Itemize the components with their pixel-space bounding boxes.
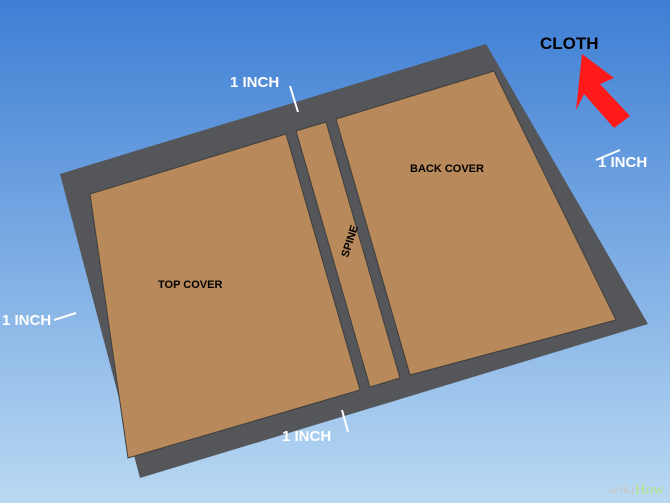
watermark: wikiHow — [608, 482, 664, 499]
watermark-suffix: How — [635, 482, 664, 498]
label-top-cover: TOP COVER — [158, 279, 222, 291]
label-inch-right: 1 INCH — [598, 154, 647, 171]
label-cloth: CLOTH — [540, 34, 599, 54]
cloth-arrow-icon — [576, 54, 630, 128]
label-inch-left: 1 INCH — [2, 312, 51, 329]
label-inch-bottom: 1 INCH — [282, 428, 331, 445]
watermark-prefix: wiki — [608, 482, 635, 498]
diagram-svg: TOP COVERBACK COVERSPINE — [0, 0, 670, 503]
label-inch-top: 1 INCH — [230, 74, 279, 91]
label-back-cover: BACK COVER — [410, 163, 484, 175]
tick-left — [54, 313, 76, 320]
